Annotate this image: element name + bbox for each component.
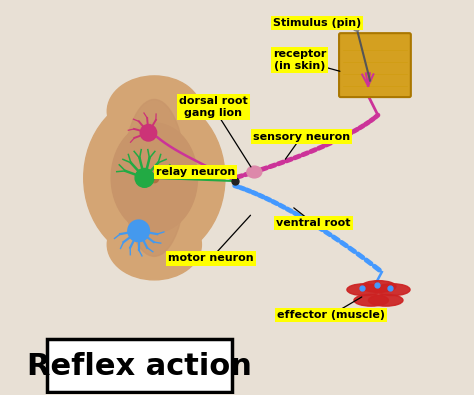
FancyBboxPatch shape — [47, 339, 232, 393]
Ellipse shape — [375, 284, 410, 295]
Ellipse shape — [107, 209, 201, 280]
Text: motor neuron: motor neuron — [168, 253, 254, 263]
Text: ventral root: ventral root — [276, 218, 350, 228]
Ellipse shape — [128, 220, 149, 242]
Text: Stimulus (pin): Stimulus (pin) — [273, 18, 361, 28]
Ellipse shape — [135, 169, 154, 187]
Ellipse shape — [140, 124, 157, 141]
Text: relay neuron: relay neuron — [156, 167, 235, 177]
Ellipse shape — [368, 294, 403, 306]
FancyBboxPatch shape — [339, 33, 411, 97]
Ellipse shape — [354, 294, 389, 306]
Ellipse shape — [347, 284, 382, 295]
Ellipse shape — [111, 123, 198, 233]
Text: receptor
(in skin): receptor (in skin) — [273, 49, 326, 71]
Ellipse shape — [84, 96, 225, 260]
Text: dorsal root
gang lion: dorsal root gang lion — [179, 96, 247, 118]
Text: Reflex action: Reflex action — [27, 352, 252, 381]
Ellipse shape — [123, 100, 186, 256]
Text: sensory neuron: sensory neuron — [253, 132, 350, 142]
Ellipse shape — [247, 166, 262, 178]
Ellipse shape — [107, 76, 201, 147]
Text: effector (muscle): effector (muscle) — [277, 310, 385, 320]
Ellipse shape — [361, 281, 396, 292]
